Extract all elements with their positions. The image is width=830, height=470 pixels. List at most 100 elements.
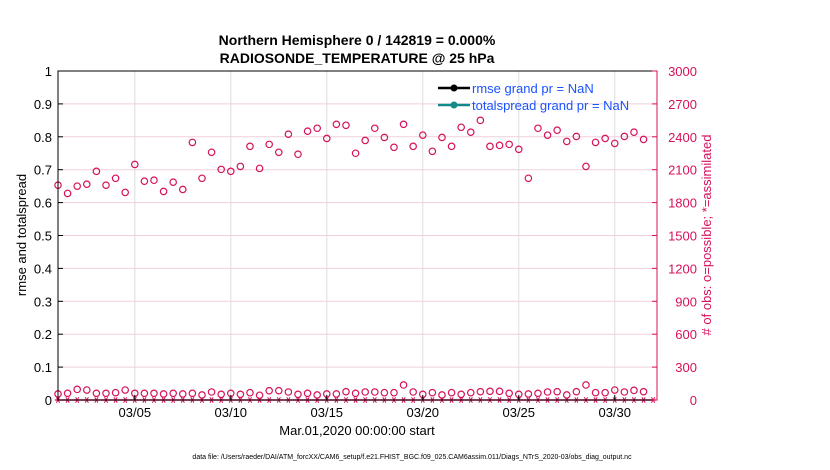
possible-obs-point [409, 142, 417, 151]
possible-obs-point [150, 389, 158, 398]
x-tick-label: 03/20 [407, 405, 440, 420]
possible-obs-point [582, 162, 590, 171]
possible-obs-point [457, 390, 465, 399]
possible-obs-point [476, 387, 485, 396]
possible-obs-point [399, 381, 408, 389]
possible-obs-point [169, 178, 177, 187]
y-tick-label-right: 1800 [668, 196, 697, 211]
possible-obs-point [534, 389, 542, 398]
y-tick-label-right: 1200 [668, 261, 697, 276]
axis-ticks: 0 0 0.1 300 0.2 600 0.3 900 0.4 1200 0.5 1500 0.6 180… [34, 64, 697, 420]
possible-obs-point [102, 181, 110, 189]
possible-obs-point [313, 124, 321, 133]
possible-obs-point [582, 381, 590, 389]
possible-obs-point [399, 120, 408, 129]
possible-obs-point [130, 160, 139, 169]
possible-obs-point [92, 389, 101, 398]
possible-obs-point [572, 132, 581, 141]
possible-obs-point [514, 145, 523, 154]
possible-obs-point [486, 387, 494, 396]
possible-obs-point [361, 136, 369, 145]
possible-obs-point [572, 387, 581, 396]
possible-obs-point [332, 120, 341, 129]
y-tick-label-right: 600 [675, 327, 697, 342]
possible-obs-point [198, 174, 206, 183]
possible-obs-point [409, 388, 417, 396]
possible-obs-point [236, 390, 245, 399]
x-axis-label: Mar.01,2020 00:00:00 start [279, 423, 435, 438]
x-tick-label: 03/05 [119, 405, 152, 420]
grid [58, 71, 657, 400]
possible-obs-point [303, 389, 312, 398]
y-tick-label-left: 0.7 [34, 163, 52, 178]
y-tick-label-right: 2700 [668, 97, 697, 112]
y-axis-label-right: # of obs: o=possible; *=assimilated [699, 135, 714, 336]
chart-title-line2: RADIOSONDE_TEMPERATURE @ 25 hPa [220, 50, 495, 66]
possible-obs-point [169, 389, 177, 398]
possible-obs-point [620, 388, 629, 396]
possible-obs-point [562, 391, 571, 399]
possible-obs-point [322, 134, 331, 143]
possible-obs-point [390, 143, 398, 152]
possible-obs-point [428, 388, 437, 397]
possible-obs-point [466, 388, 475, 397]
y-tick-label-left: 0.9 [34, 97, 52, 112]
possible-obs-point [82, 180, 91, 188]
data-marks [54, 116, 657, 404]
possible-obs-point [207, 148, 216, 157]
possible-obs-point [159, 187, 168, 196]
possible-obs-point [226, 167, 235, 176]
possible-obs-point [630, 128, 638, 136]
possible-obs-point [217, 390, 225, 399]
possible-obs-point [438, 133, 446, 142]
possible-obs-point [111, 388, 120, 397]
possible-obs-point [428, 147, 437, 156]
y-tick-label-left: 0.5 [34, 229, 52, 244]
possible-obs-point [476, 116, 485, 125]
y-tick-label-right: 3000 [668, 64, 697, 79]
possible-obs-point [178, 390, 187, 398]
y-tick-label-right: 300 [675, 360, 697, 375]
possible-obs-point [265, 386, 273, 395]
possible-obs-point [102, 389, 110, 398]
legend-totalspread-marker [450, 101, 458, 109]
possible-obs-point [82, 386, 91, 394]
possible-obs-point [370, 124, 379, 133]
possible-obs-point [294, 150, 302, 159]
possible-obs-point [630, 386, 638, 395]
possible-obs-point [284, 130, 293, 138]
possible-obs-point [591, 388, 600, 397]
possible-obs-point [534, 124, 542, 133]
possible-obs-point [495, 141, 504, 150]
possible-obs-point [447, 142, 456, 151]
possible-obs-point [601, 388, 609, 397]
possible-obs-point [610, 386, 619, 394]
possible-obs-point [73, 385, 81, 394]
y-tick-label-right: 2100 [668, 163, 697, 178]
possible-obs-point [543, 131, 552, 139]
footer-data-file: data file: /Users/raeder/DAI/ATM_forcXX/… [192, 454, 632, 461]
possible-obs-point [351, 149, 360, 158]
possible-obs-point [524, 390, 533, 398]
possible-obs-point [255, 391, 264, 400]
y-tick-label-left: 0.2 [34, 327, 52, 342]
possible-obs-point [620, 132, 629, 141]
possible-obs-point [121, 188, 129, 197]
y-tick-label-right: 0 [690, 393, 697, 408]
x-tick-label: 03/30 [598, 405, 631, 420]
possible-obs-point [351, 389, 360, 398]
possible-obs-point [284, 388, 293, 396]
possible-obs-point [265, 140, 273, 149]
possible-obs-point [370, 388, 379, 396]
possible-obs-point [447, 388, 456, 397]
possible-obs-point [246, 388, 254, 397]
x-tick-label: 03/25 [502, 405, 535, 420]
possible-obs-point [150, 176, 158, 185]
possible-obs-point [73, 182, 81, 190]
legend-rmse-marker [450, 84, 458, 92]
possible-obs-point [495, 387, 504, 396]
y-tick-label-left: 0.4 [34, 261, 52, 276]
possible-obs-point [294, 390, 302, 399]
possible-obs-point [610, 139, 619, 148]
